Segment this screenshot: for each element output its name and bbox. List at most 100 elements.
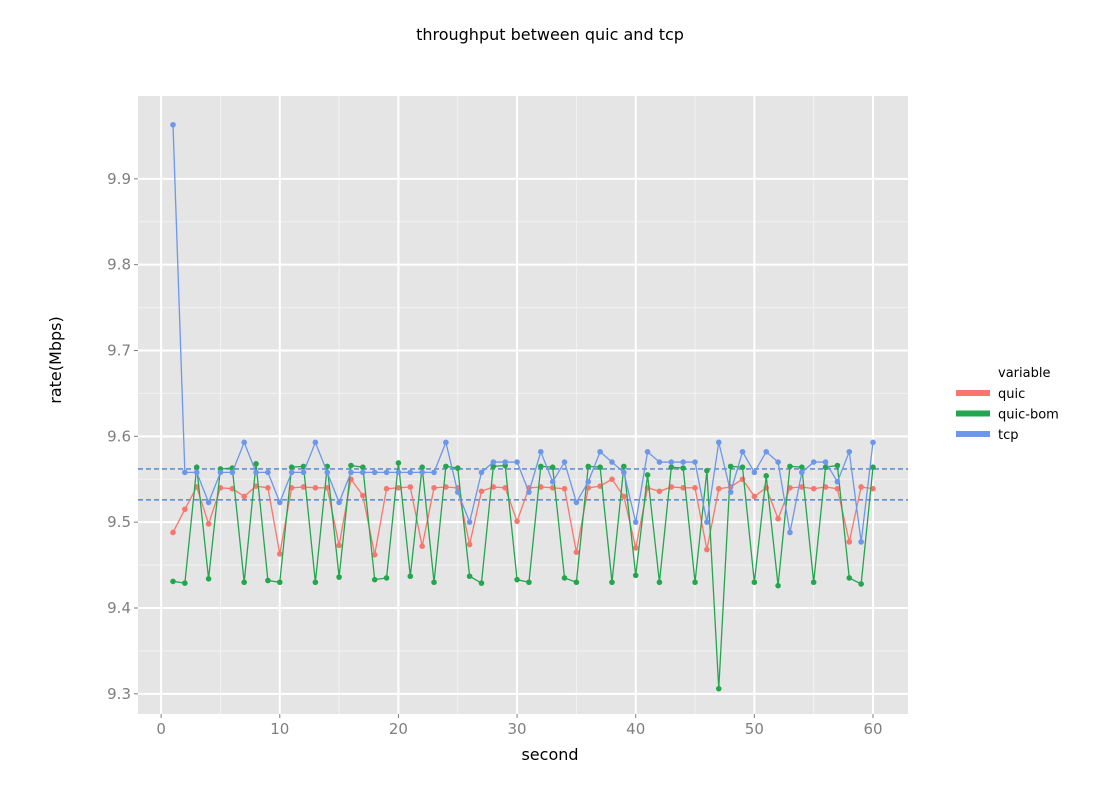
data-point-quic <box>561 485 568 492</box>
data-point-quic <box>704 546 710 553</box>
data-point-tcp <box>360 469 366 476</box>
data-point-quic-bom <box>656 579 663 586</box>
data-point-tcp <box>371 469 378 476</box>
data-point-tcp <box>810 459 817 465</box>
data-point-tcp <box>383 469 390 476</box>
data-point-tcp <box>644 448 651 455</box>
data-point-quic <box>276 551 283 557</box>
data-point-quic <box>407 484 414 490</box>
data-point-quic-bom <box>526 579 532 586</box>
y-tick-label: 9.8 <box>107 256 131 274</box>
data-point-tcp <box>478 469 485 476</box>
data-point-quic <box>182 506 188 513</box>
data-point-tcp <box>276 499 283 506</box>
data-point-quic-bom <box>312 579 319 586</box>
data-point-tcp <box>205 499 212 506</box>
legend-label-quic-bom: quic-bom <box>998 408 1059 423</box>
data-point-quic-bom <box>431 579 437 586</box>
data-point-tcp <box>431 469 437 476</box>
data-point-quic-bom <box>585 463 592 470</box>
data-point-tcp <box>680 459 686 465</box>
data-point-quic-bom <box>253 460 259 467</box>
data-point-quic-bom <box>846 575 853 581</box>
data-point-quic <box>312 485 319 491</box>
x-tick-label: 60 <box>863 720 882 738</box>
data-point-tcp <box>656 459 663 465</box>
data-point-quic <box>170 529 176 536</box>
data-point-quic <box>478 488 485 495</box>
data-point-quic <box>858 484 864 490</box>
data-point-quic <box>775 515 781 522</box>
data-point-quic-bom <box>265 577 271 584</box>
legend-swatch-quic <box>956 390 990 396</box>
y-tick-label: 9.7 <box>107 341 131 359</box>
data-point-tcp <box>858 539 864 545</box>
data-point-quic-bom <box>490 463 497 470</box>
data-point-tcp <box>739 448 746 455</box>
data-point-tcp <box>609 459 615 465</box>
data-point-quic <box>205 521 212 527</box>
data-point-quic-bom <box>466 573 473 580</box>
data-point-tcp <box>632 519 639 525</box>
data-point-quic-bom <box>644 472 651 478</box>
data-point-quic-bom <box>834 462 841 469</box>
data-point-tcp <box>466 519 473 525</box>
data-point-tcp <box>561 459 568 465</box>
data-point-quic-bom <box>870 464 876 471</box>
data-point-quic-bom <box>276 579 283 586</box>
data-point-quic-bom <box>360 464 366 471</box>
data-point-quic <box>253 483 259 489</box>
legend-swatch-tcp <box>956 431 990 437</box>
y-tick-label: 9.9 <box>107 170 131 188</box>
data-point-tcp <box>348 469 354 476</box>
x-tick-label: 20 <box>389 720 408 738</box>
x-tick-label: 30 <box>508 720 527 738</box>
data-point-tcp <box>668 459 675 465</box>
data-point-quic <box>609 476 615 483</box>
y-axis: 9.3 9.4 9.5 9.6 9.7 9.8 9.9 <box>107 170 138 703</box>
data-point-tcp <box>514 459 520 465</box>
data-point-quic <box>383 485 390 492</box>
data-point-quic <box>419 543 425 549</box>
data-point-quic-bom <box>348 462 354 469</box>
y-tick-label: 9.3 <box>107 685 131 703</box>
data-point-tcp <box>549 479 556 485</box>
data-point-quic-bom <box>478 580 485 586</box>
y-tick-label: 9.4 <box>107 599 131 617</box>
data-point-quic-bom <box>395 460 402 466</box>
data-point-tcp <box>692 459 698 465</box>
data-point-quic <box>336 542 342 549</box>
data-point-quic <box>810 485 817 492</box>
data-point-tcp <box>727 489 734 495</box>
data-point-tcp <box>419 469 425 476</box>
data-point-quic-bom <box>549 464 556 471</box>
data-point-quic-bom <box>241 579 247 586</box>
data-point-tcp <box>336 499 342 506</box>
data-point-quic-bom <box>205 576 212 582</box>
data-point-tcp <box>454 489 461 495</box>
data-point-quic <box>573 549 580 556</box>
grid-minor <box>138 96 908 714</box>
data-point-quic <box>621 493 627 500</box>
legend: variable quic quic-bom tcp <box>956 366 1059 443</box>
data-point-quic <box>371 551 378 558</box>
data-point-quic-bom <box>170 578 176 585</box>
data-point-tcp <box>715 439 722 446</box>
data-point-quic-bom <box>775 582 781 589</box>
series-line-quic-bom <box>172 462 874 689</box>
legend-items: quic quic-bom tcp <box>956 387 1059 443</box>
data-point-quic-bom <box>288 464 295 471</box>
data-point-quic <box>514 518 520 525</box>
series-tcp <box>170 121 876 545</box>
data-point-quic-bom <box>597 464 603 471</box>
data-point-quic-bom <box>739 464 746 471</box>
x-axis-label: second <box>521 745 578 764</box>
data-point-quic-bom <box>407 573 414 580</box>
data-point-quic-bom <box>193 464 200 471</box>
chart-title: throughput between quic and tcp <box>416 25 684 44</box>
legend-title: variable <box>998 366 1050 381</box>
data-point-quic-bom <box>182 580 188 586</box>
data-point-tcp <box>170 121 176 128</box>
data-point-quic-bom <box>810 579 817 586</box>
